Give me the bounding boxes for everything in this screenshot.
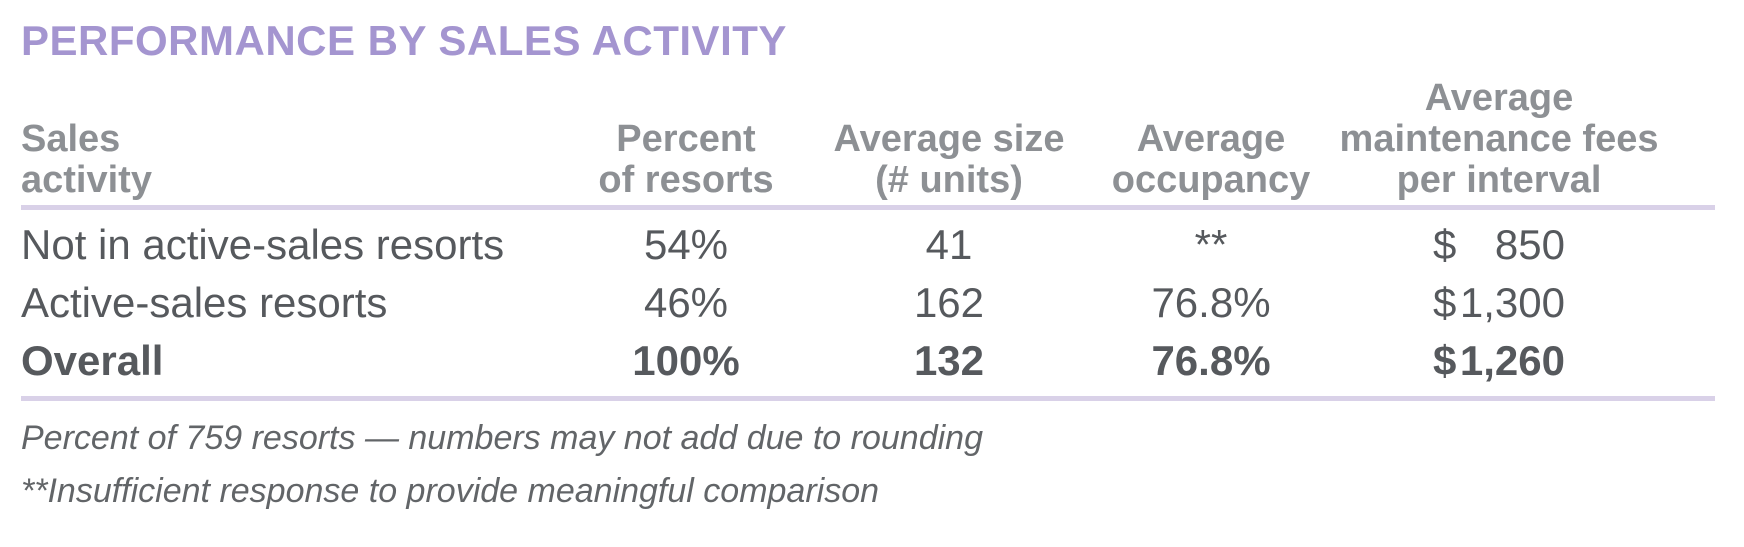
header-line: occupancy — [1111, 159, 1311, 201]
header-line: (# units) — [875, 159, 1023, 201]
table-divider-top — [21, 205, 1715, 210]
cell-maintenance-fee: $ 1,300 — [1375, 279, 1623, 327]
cell-percent-of-resorts: 46% — [643, 279, 729, 326]
table-body: Not in active-sales resorts 54% 41 ** $ … — [21, 210, 1715, 390]
header-average-size: Average size (# units) — [833, 118, 1065, 201]
fee-amount: 1,260 — [1459, 337, 1565, 384]
footnote-insufficient-response: **Insufficient response to provide meani… — [21, 472, 880, 510]
fee-value: $ 1,260 — [1433, 337, 1565, 385]
cell-average-occupancy: 76.8% — [1151, 337, 1271, 384]
cell-average-size: 162 — [913, 279, 985, 326]
cell-average-occupancy: ** — [1194, 221, 1228, 268]
header-sales-activity: Sales activity — [21, 119, 521, 201]
performance-table: Sales activity Percent of resorts Averag… — [21, 78, 1715, 401]
currency-symbol: $ — [1433, 337, 1457, 384]
table-header-row: Sales activity Percent of resorts Averag… — [21, 78, 1715, 201]
header-line: maintenance fees — [1339, 118, 1659, 160]
table-row-overall: Overall 100% 132 76.8% $ 1,260 — [21, 332, 1715, 390]
page-title: PERFORMANCE BY SALES ACTIVITY — [21, 17, 787, 64]
header-average-maintenance-fees: Average maintenance fees per interval — [1339, 77, 1659, 201]
header-average-occupancy: Average occupancy — [1047, 119, 1375, 201]
cell-percent-of-resorts: 100% — [632, 337, 740, 384]
cell-sales-activity: Overall — [21, 337, 164, 384]
header-line: Percent — [616, 118, 756, 160]
header-line: Average size — [833, 118, 1065, 160]
table-row-active-sales: Active-sales resorts 46% 162 76.8% $ 1,3… — [21, 274, 1715, 332]
cell-maintenance-fee: $ 850 — [1375, 221, 1623, 269]
header-percent-of-resorts: Percent of resorts — [521, 119, 851, 201]
header-line: Average — [1424, 77, 1574, 119]
table-row-not-in-active-sales: Not in active-sales resorts 54% 41 ** $ … — [21, 216, 1715, 274]
table-divider-bottom — [21, 396, 1715, 401]
fee-amount: 850 — [1494, 221, 1565, 268]
cell-percent-of-resorts: 54% — [643, 221, 729, 268]
cell-sales-activity: Active-sales resorts — [21, 279, 388, 326]
currency-symbol: $ — [1433, 279, 1457, 326]
footnotes: Percent of 759 resorts — numbers may not… — [21, 419, 1724, 510]
fee-value: $ 1,300 — [1433, 279, 1565, 327]
header-line: of resorts — [598, 159, 774, 201]
fee-amount: 1,300 — [1459, 279, 1565, 326]
currency-symbol: $ — [1433, 221, 1457, 268]
fee-value: $ 850 — [1433, 221, 1565, 269]
cell-maintenance-fee: $ 1,260 — [1375, 337, 1623, 385]
cell-average-size: 132 — [913, 337, 985, 384]
header-line: activity — [21, 159, 152, 201]
cell-average-occupancy: 76.8% — [1151, 279, 1271, 326]
header-line: Sales — [21, 118, 121, 160]
footnote-rounding: Percent of 759 resorts — numbers may not… — [21, 419, 983, 457]
cell-sales-activity: Not in active-sales resorts — [21, 221, 505, 268]
header-line: per interval — [1396, 159, 1602, 201]
cell-average-size: 41 — [925, 221, 973, 268]
header-line: Average — [1136, 118, 1286, 160]
